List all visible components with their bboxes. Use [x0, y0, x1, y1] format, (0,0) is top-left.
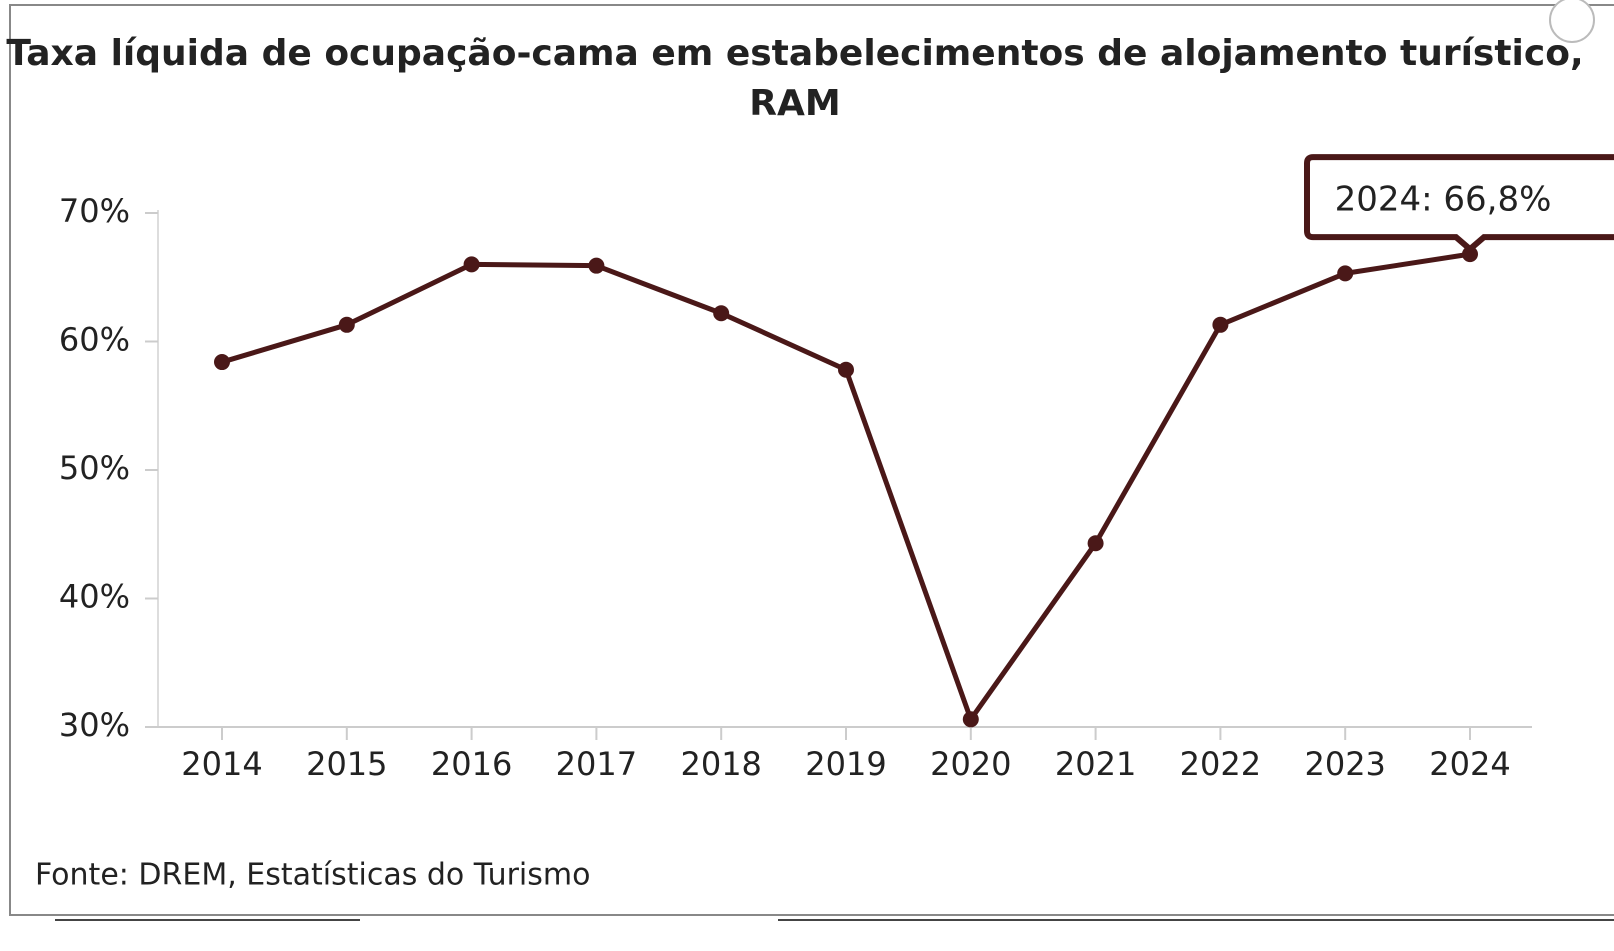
close-button[interactable]	[1549, 0, 1595, 43]
x-tick-label: 2019	[805, 745, 886, 783]
x-tick-label: 2018	[680, 745, 761, 783]
x-tick-label: 2020	[930, 745, 1011, 783]
data-point	[588, 257, 605, 274]
tooltip-box	[1304, 154, 1614, 254]
data-point	[1337, 265, 1354, 282]
x-tick-label: 2023	[1304, 745, 1385, 783]
y-tick-label: 30%	[59, 706, 130, 744]
data-point	[338, 316, 355, 333]
tooltip-label: 2024: 66,8%	[1335, 180, 1552, 220]
tooltip: 2024: 66,8%	[1304, 154, 1614, 254]
chart-subtitle: RAM	[749, 83, 840, 124]
y-tick-label: 50%	[59, 449, 130, 487]
data-point	[962, 711, 979, 728]
x-tick-label: 2021	[1055, 745, 1136, 783]
x-tick-label: 2024	[1429, 745, 1510, 783]
y-tick-label: 70%	[59, 192, 130, 230]
data-point	[463, 256, 480, 273]
x-tick-label: 2016	[431, 745, 512, 783]
y-tick-label: 40%	[59, 578, 130, 616]
x-tick-label: 2015	[306, 745, 387, 783]
data-point	[838, 361, 854, 378]
data-point	[1212, 316, 1229, 333]
x-tick-label: 2014	[181, 745, 262, 783]
data-point	[214, 354, 230, 371]
x-tick-label: 2017	[556, 745, 637, 783]
data-point	[1087, 535, 1104, 552]
data-point	[713, 305, 730, 322]
source-note: Fonte: DREM, Estatísticas do Turismo	[35, 858, 590, 893]
chart-title: Taxa líquida de ocupação-cama em estabel…	[6, 33, 1583, 74]
data-point	[1462, 246, 1478, 263]
x-tick-label: 2022	[1180, 745, 1261, 783]
y-tick-label: 60%	[59, 321, 130, 359]
